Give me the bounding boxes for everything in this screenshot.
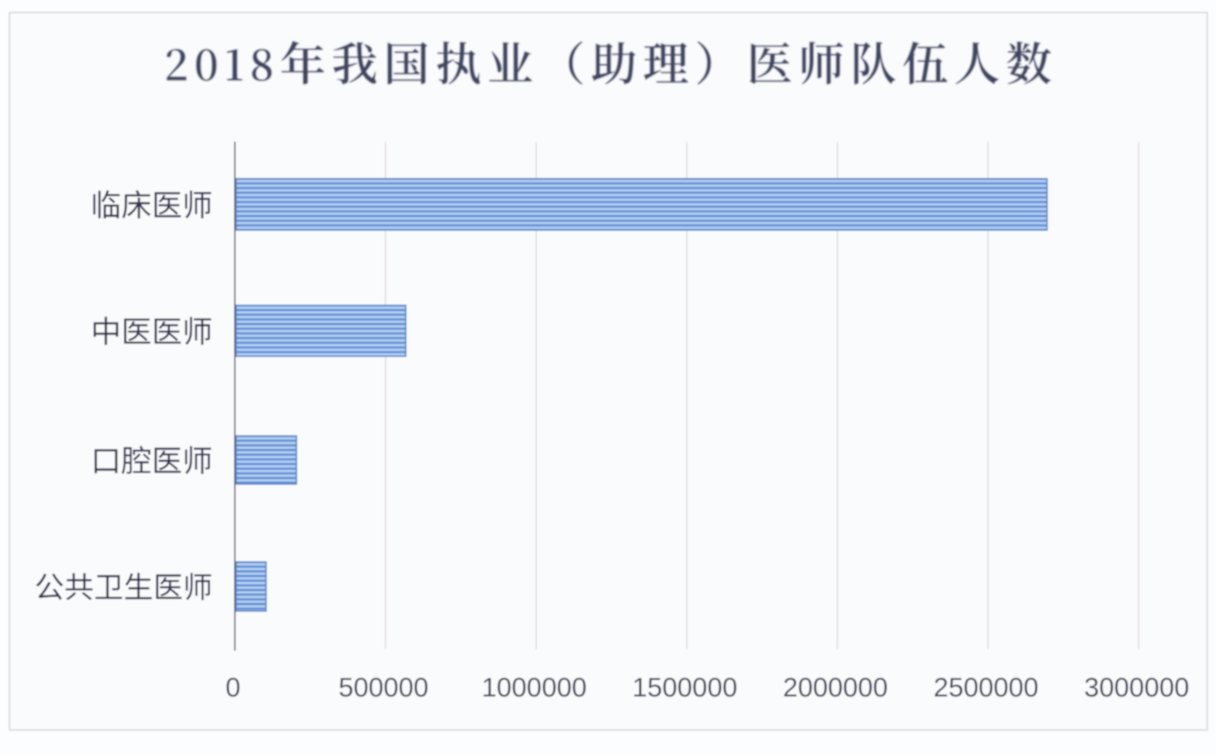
svg-text:1000000: 1000000 <box>482 672 587 702</box>
svg-text:500000: 500000 <box>338 672 428 702</box>
svg-text:1500000: 1500000 <box>632 672 737 702</box>
svg-text:2500000: 2500000 <box>933 672 1038 702</box>
svg-text:0: 0 <box>225 672 240 702</box>
svg-text:2000000: 2000000 <box>783 672 888 702</box>
svg-text:3000000: 3000000 <box>1084 672 1189 702</box>
